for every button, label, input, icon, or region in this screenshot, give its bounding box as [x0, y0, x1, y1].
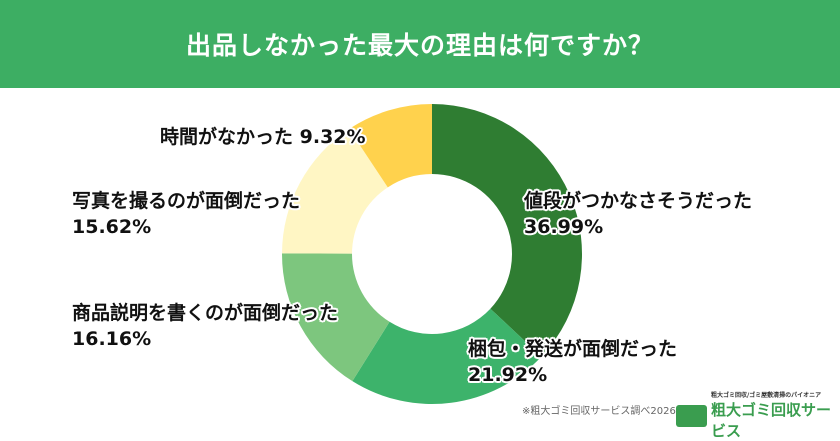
chart-title: 出品しなかった最大の理由は何ですか？	[0, 0, 840, 88]
label-4: 時間がなかった 9.32%	[160, 126, 366, 148]
label-3: 写真を撮るのが面倒だった 15.62%	[72, 190, 301, 238]
label-0: 値段がつかなさそうだった 36.99%	[524, 190, 753, 238]
slice-1	[352, 308, 542, 404]
donut-chart	[282, 104, 583, 404]
slice-4	[349, 104, 432, 188]
logo-subtitle: 粗大ゴミ回収/ゴミ屋敷清掃のパイオニア	[710, 392, 822, 399]
label-1: 梱包・発送が面倒だった 21.92%	[468, 338, 678, 386]
logo-title: 粗大ゴミ回収サービス	[710, 401, 831, 440]
slice-3	[282, 128, 388, 254]
source-note: ※粗大ゴミ回収サービス調べ2026年2月	[522, 406, 703, 417]
truck-icon	[676, 404, 707, 427]
label-2: 商品説明を書くのが面倒だった 16.16%	[72, 302, 339, 350]
slice-2	[282, 253, 390, 382]
logo: 粗大ゴミ回収/ゴミ屋敷清掃のパイオニア 粗大ゴミ回収サービス	[676, 390, 840, 441]
slice-0	[432, 104, 583, 357]
